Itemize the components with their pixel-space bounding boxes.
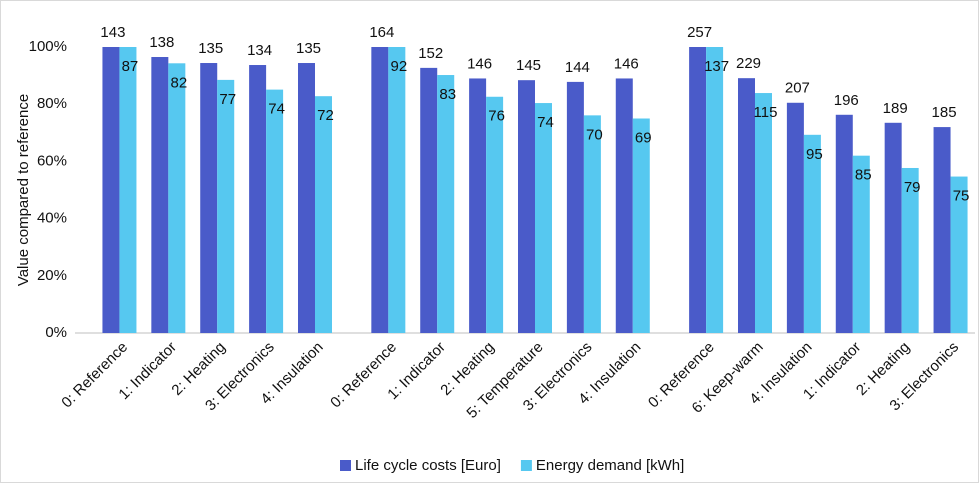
data-label: 74	[537, 114, 554, 131]
bar	[437, 75, 455, 333]
data-label: 95	[806, 146, 823, 163]
bar	[102, 47, 120, 333]
y-tick-label: 100%	[29, 38, 67, 55]
bar	[566, 81, 584, 333]
data-label: 115	[754, 104, 778, 121]
data-label: 144	[565, 59, 590, 76]
data-label: 135	[198, 40, 223, 57]
bar	[615, 78, 633, 334]
data-label: 85	[855, 167, 872, 184]
bar	[901, 167, 919, 333]
data-label: 75	[953, 188, 970, 205]
bar	[200, 63, 218, 334]
bar	[689, 47, 707, 333]
data-label: 134	[247, 42, 272, 59]
bar	[632, 118, 650, 333]
data-label: 196	[834, 92, 859, 109]
data-label: 138	[149, 34, 174, 51]
data-label: 185	[932, 104, 957, 121]
data-label: 229	[736, 55, 761, 72]
y-tick-label: 80%	[37, 95, 67, 112]
y-tick-label: 20%	[37, 267, 67, 284]
data-label: 152	[418, 45, 443, 62]
bar	[469, 78, 487, 334]
legend-label: Life cycle costs [Euro]	[355, 457, 501, 474]
bar	[583, 115, 601, 333]
data-label: 146	[614, 55, 639, 72]
bar	[884, 122, 902, 333]
bar	[315, 96, 332, 333]
bar	[371, 47, 389, 333]
legend-swatch	[340, 460, 351, 471]
data-label: 146	[467, 55, 492, 72]
bar	[950, 176, 968, 333]
data-label: 87	[122, 58, 139, 75]
bar	[168, 63, 186, 333]
data-label: 135	[296, 40, 321, 57]
legend-label: Energy demand [kWh]	[536, 457, 684, 474]
bar	[738, 78, 755, 333]
data-label: 77	[219, 91, 236, 108]
data-label: 189	[883, 100, 908, 117]
data-label: 74	[268, 101, 285, 118]
bar	[706, 47, 724, 333]
bar	[535, 103, 552, 333]
bar	[852, 155, 870, 333]
bar	[420, 67, 438, 334]
bar	[933, 127, 951, 333]
bar	[518, 80, 535, 334]
data-label: 72	[317, 107, 334, 124]
data-label: 70	[586, 126, 603, 143]
data-label: 82	[170, 74, 187, 91]
bar	[486, 96, 504, 333]
legend-swatch	[520, 460, 532, 471]
bar	[119, 47, 137, 333]
bar	[266, 89, 284, 333]
data-label: 137	[704, 58, 729, 75]
bar	[388, 47, 406, 333]
y-axis-label: Value compared to reference	[15, 94, 32, 286]
y-tick-label: 40%	[37, 210, 67, 227]
data-label: 143	[100, 24, 125, 41]
bar	[249, 65, 267, 333]
y-tick-label: 60%	[37, 152, 67, 169]
bar	[217, 79, 235, 333]
bar	[298, 63, 315, 334]
bar	[755, 93, 772, 334]
data-label: 164	[369, 24, 394, 41]
data-label: 92	[390, 58, 407, 75]
data-label: 76	[488, 108, 505, 125]
y-tick-label: 0%	[45, 324, 67, 341]
data-label: 145	[516, 57, 541, 74]
bar	[803, 134, 821, 333]
data-label: 257	[687, 24, 712, 41]
bar	[835, 114, 853, 333]
data-label: 69	[635, 129, 652, 146]
data-label: 207	[785, 80, 810, 97]
data-label: 83	[439, 86, 456, 103]
data-label: 79	[904, 179, 921, 196]
bar	[151, 57, 169, 333]
bar	[786, 102, 804, 334]
